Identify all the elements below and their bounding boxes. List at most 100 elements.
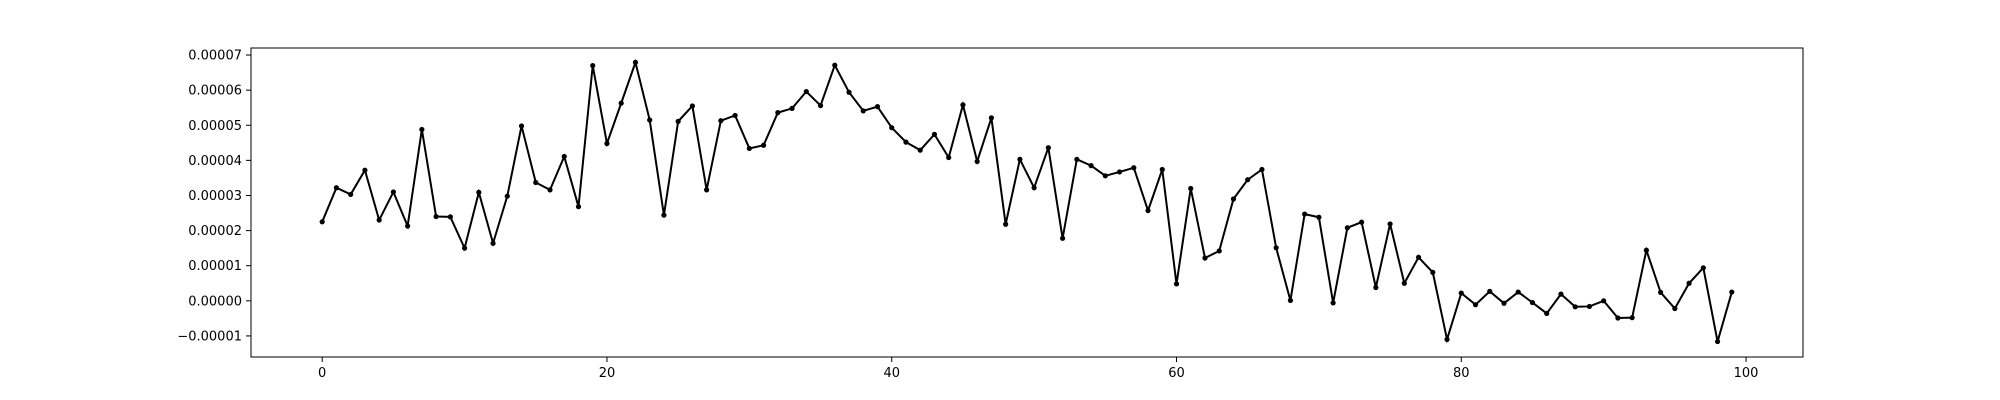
data-point (419, 126, 425, 133)
y-tick-label: 0.00003 (188, 189, 242, 204)
data-point (1529, 299, 1536, 306)
data-point (1173, 281, 1180, 287)
data-point (1159, 166, 1165, 173)
data-point (988, 115, 995, 121)
data-point (1045, 145, 1051, 151)
data-point (533, 179, 539, 186)
data-point (946, 154, 952, 161)
data-point (1472, 302, 1479, 308)
data-point (1458, 290, 1464, 296)
data-point (1017, 156, 1023, 162)
data-point (1003, 221, 1009, 227)
data-point (1230, 196, 1237, 202)
data-point (1188, 185, 1194, 192)
data-point (903, 139, 909, 145)
data-point (1245, 177, 1251, 183)
data-point (1259, 166, 1265, 173)
data-point (1615, 315, 1621, 321)
data-point (1387, 221, 1393, 227)
data-point (1216, 248, 1222, 254)
data-point (362, 167, 368, 173)
data-point (632, 59, 639, 65)
data-point (1102, 173, 1108, 179)
data-point (960, 102, 966, 108)
data-point (1202, 255, 1208, 261)
data-point (1487, 288, 1493, 294)
data-point (348, 191, 354, 198)
y-tick-label: 0.00001 (188, 259, 242, 274)
data-point (319, 219, 325, 225)
data-point (1373, 284, 1379, 291)
data-point (1558, 291, 1564, 297)
data-point (333, 185, 340, 191)
data-point (476, 189, 482, 195)
y-axis: −0.00001 0.00000 0.00001 0.00002 0.00003 0.00… (177, 49, 251, 344)
series-layer (319, 58, 1735, 345)
data-point (1629, 315, 1635, 321)
data-point (1586, 303, 1593, 310)
data-point (1572, 304, 1578, 310)
data-point (1672, 305, 1678, 312)
data-point (1415, 254, 1422, 260)
data-point (832, 62, 838, 68)
data-point (817, 102, 824, 109)
y-tick-label: 0.00005 (188, 119, 242, 134)
data-point (1060, 235, 1066, 241)
data-point (1544, 310, 1550, 317)
data-point (1430, 269, 1436, 275)
y-tick-label: −0.00001 (177, 329, 242, 344)
data-point (760, 142, 767, 148)
data-point (447, 214, 453, 220)
data-point (1316, 214, 1322, 220)
data-point (390, 189, 396, 195)
data-point (504, 193, 510, 199)
data-point (917, 147, 923, 153)
data-point (732, 112, 738, 119)
data-point (433, 213, 439, 220)
data-point (1729, 289, 1735, 295)
data-point (647, 117, 653, 123)
data-point (618, 100, 624, 106)
data-point (860, 108, 866, 114)
data-point (1302, 211, 1308, 217)
data-point (846, 89, 852, 95)
data-point (1501, 300, 1507, 306)
data-point (1145, 207, 1151, 214)
data-point (590, 62, 596, 69)
y-tick-label: 0.00002 (188, 224, 242, 239)
x-tick-label: 80 (1453, 366, 1470, 381)
data-point (889, 125, 895, 131)
x-tick-label: 0 (318, 366, 326, 381)
data-point (1131, 165, 1137, 171)
x-tick-label: 100 (1734, 366, 1759, 381)
data-point (1359, 219, 1365, 225)
data-point (575, 204, 582, 210)
y-tick-label: 0.00000 (188, 294, 242, 309)
data-point (1287, 297, 1294, 304)
data-point (490, 240, 496, 246)
data-point (376, 217, 382, 223)
data-point (789, 105, 795, 111)
data-point (704, 187, 710, 193)
plot-area-frame (250, 47, 1804, 358)
data-point (461, 245, 468, 251)
x-axis: 0 20 40 60 80 100 (318, 357, 1758, 381)
data-point (1031, 185, 1037, 191)
data-point (1643, 247, 1649, 253)
data-point (1700, 265, 1706, 271)
data-point (1686, 280, 1692, 286)
data-point (1515, 289, 1521, 295)
data-point (547, 187, 553, 193)
data-point (1330, 300, 1336, 306)
data-point (561, 153, 567, 160)
data-point (775, 110, 781, 116)
data-point (1658, 289, 1664, 295)
y-tick-label: 0.00006 (188, 84, 242, 99)
data-point (661, 212, 667, 218)
data-point (746, 145, 752, 152)
data-point (1714, 338, 1721, 345)
data-point (931, 131, 938, 137)
x-tick-label: 40 (883, 366, 900, 381)
